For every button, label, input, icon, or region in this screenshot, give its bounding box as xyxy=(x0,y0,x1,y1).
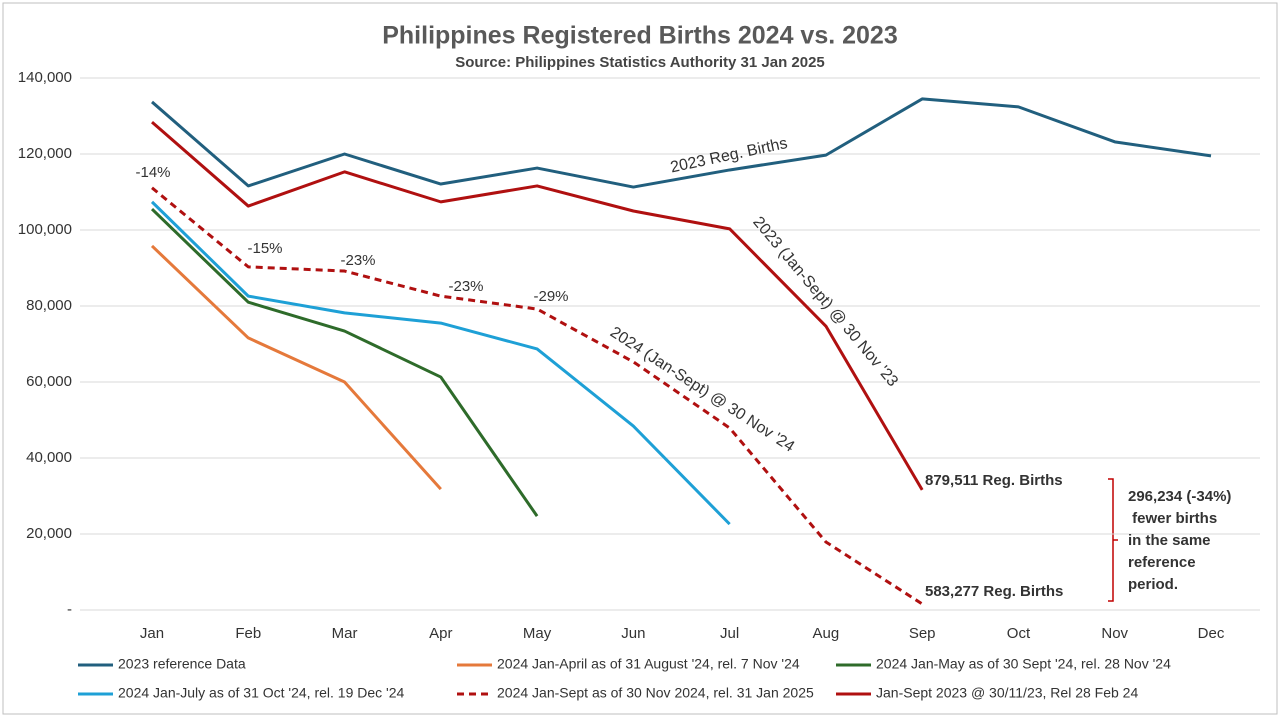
y-tick-label: 60,000 xyxy=(26,373,72,390)
series-line xyxy=(150,244,442,491)
x-tick-label: Aug xyxy=(813,625,840,642)
x-tick-label: May xyxy=(523,625,552,642)
y-tick-label: 20,000 xyxy=(26,525,72,542)
legend-label: 2023 reference Data xyxy=(118,656,246,672)
percent-label: -23% xyxy=(340,252,375,269)
series-line xyxy=(150,208,539,517)
series-line xyxy=(151,186,923,606)
percent-label: -15% xyxy=(247,240,282,257)
x-tick-label: Sep xyxy=(909,625,936,642)
percent-label: -23% xyxy=(448,278,483,295)
x-tick-label: Nov xyxy=(1101,625,1128,642)
x-tick-label: Mar xyxy=(332,625,358,642)
legend-label: 2024 Jan-Sept as of 30 Nov 2024, rel. 31… xyxy=(497,685,814,701)
chart-subtitle: Source: Philippines Statistics Authority… xyxy=(455,54,825,71)
y-tick-label: 100,000 xyxy=(18,221,72,238)
x-tick-label: Oct xyxy=(1007,625,1031,642)
legend-label: 2024 Jan-April as of 31 August '24, rel.… xyxy=(497,656,800,672)
legend-label: 2024 Jan-July as of 31 Oct '24, rel. 19 … xyxy=(118,685,404,701)
percent-label: -29% xyxy=(533,288,568,305)
series-line xyxy=(151,97,1212,189)
note-line: reference xyxy=(1128,554,1196,571)
note-line: fewer births xyxy=(1128,510,1217,527)
note-line: in the same xyxy=(1128,532,1211,549)
x-tick-label: Jan xyxy=(140,625,164,642)
x-tick-label: Apr xyxy=(429,625,452,642)
legend-label: Jan-Sept 2023 @ 30/11/23, Rel 28 Feb 24 xyxy=(876,685,1138,701)
note-line: period. xyxy=(1128,576,1178,593)
x-tick-label: Jun xyxy=(621,625,645,642)
note-line: 296,234 (-34%) xyxy=(1128,488,1231,505)
y-tick-label: - xyxy=(67,601,72,618)
series-line xyxy=(151,120,924,491)
x-tick-label: Dec xyxy=(1198,625,1225,642)
total-label: 879,511 Reg. Births xyxy=(925,472,1063,489)
y-tick-label: 80,000 xyxy=(26,297,72,314)
series-line xyxy=(150,200,731,526)
chart-title: Philippines Registered Births 2024 vs. 2… xyxy=(382,22,898,50)
percent-label: -14% xyxy=(135,164,170,181)
x-tick-label: Feb xyxy=(235,625,261,642)
total-label: 583,277 Reg. Births xyxy=(925,583,1063,600)
bracket xyxy=(1108,478,1118,602)
x-tick-label: Jul xyxy=(720,625,739,642)
y-tick-label: 140,000 xyxy=(18,69,72,86)
y-tick-label: 120,000 xyxy=(18,145,72,162)
y-tick-label: 40,000 xyxy=(26,449,72,466)
legend-label: 2024 Jan-May as of 30 Sept '24, rel. 28 … xyxy=(876,656,1171,672)
